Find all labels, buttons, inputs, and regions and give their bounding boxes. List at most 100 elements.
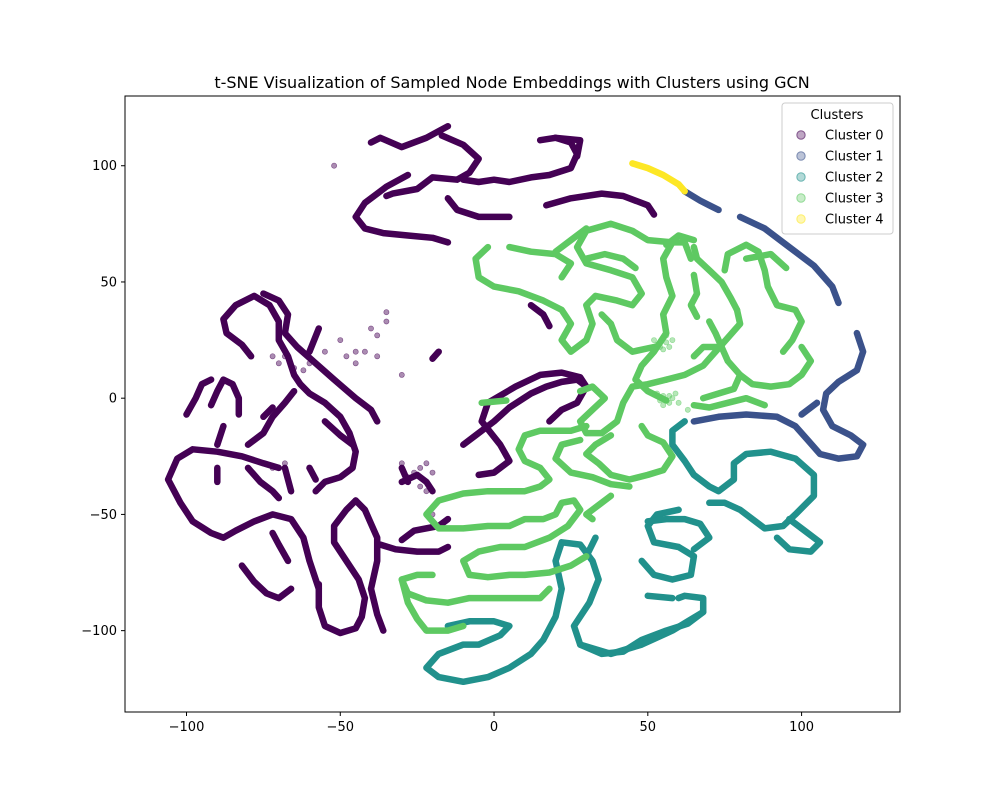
cluster-3-strand (583, 250, 639, 272)
cluster-3-strand (690, 394, 768, 411)
legend-label-cluster-0: Cluster 0 (825, 129, 884, 144)
cluster-3-strand (506, 243, 575, 281)
cluster-0-strand (543, 190, 658, 218)
cluster-3-strand (552, 225, 590, 255)
cluster-0-point (352, 348, 359, 355)
cluster-3-point (657, 397, 663, 404)
x-tick-label: 100 (789, 720, 814, 735)
cluster-0-strand (306, 325, 323, 355)
legend-label-cluster-2: Cluster 2 (825, 171, 884, 186)
cluster-0-point (383, 318, 390, 325)
series-cluster-3 (398, 220, 815, 634)
legend-box (781, 102, 894, 235)
legend-label-cluster-1: Cluster 1 (825, 150, 884, 165)
cluster-0-strand (260, 404, 276, 421)
cluster-0-strand (444, 195, 513, 221)
cluster-3-point (669, 337, 676, 343)
cluster-0-point (374, 353, 381, 360)
series-cluster-4 (629, 160, 688, 195)
y-axis: −100 −50 0 50 100 (81, 159, 125, 639)
cluster-0-strand (207, 376, 243, 418)
cluster-0-strand (460, 376, 590, 448)
cluster-0-strand (164, 446, 323, 593)
legend-label-cluster-4: Cluster 4 (825, 213, 884, 228)
chart-title: t-SNE Visualization of Sampled Node Embe… (214, 73, 809, 92)
cluster-0-point (361, 348, 368, 355)
cluster-2-strand (423, 539, 707, 686)
cluster-3-strand (583, 492, 615, 523)
cluster-0-point (300, 367, 307, 374)
cluster-0-strand (183, 376, 215, 418)
cluster-3-strand (423, 422, 590, 581)
cluster-0-point (417, 483, 424, 490)
cluster-3-strand (699, 371, 744, 402)
cluster-3-strand (478, 397, 510, 407)
cluster-0-point (291, 365, 297, 371)
cluster-3-strand (398, 576, 467, 634)
y-tick-label: −100 (81, 624, 117, 639)
plot-area (164, 122, 867, 686)
cluster-3-strand (583, 422, 676, 483)
cluster-0-strand (306, 464, 319, 483)
cluster-0-point (423, 460, 430, 467)
cluster-3-strand (472, 220, 695, 355)
cluster-2-strand (644, 592, 676, 602)
y-tick-label: 100 (92, 159, 117, 174)
cluster-3-strand (663, 306, 744, 383)
series-cluster-1 (681, 188, 867, 462)
cluster-3-strand (742, 250, 790, 272)
cluster-2-strand (669, 418, 818, 532)
cluster-3-point (651, 337, 657, 343)
cluster-3-point (660, 392, 667, 399)
cluster-3-point (666, 344, 673, 350)
cluster-0-strand (398, 515, 452, 544)
cluster-0-strand (244, 387, 298, 448)
cluster-0-strand (214, 422, 227, 448)
cluster-3-point (654, 390, 660, 397)
cluster-0-point (269, 353, 276, 360)
cluster-0-strand (281, 464, 295, 495)
cluster-0-point (417, 464, 424, 471)
series-cluster-2 (423, 418, 824, 686)
cluster-0-point (411, 469, 417, 476)
cluster-0-strand (475, 369, 590, 479)
cluster-0-point (429, 469, 436, 476)
cluster-0-strand (315, 497, 369, 637)
cluster-3-point (669, 395, 676, 402)
cluster-3-point (654, 341, 660, 348)
cluster-0-point (337, 337, 344, 343)
cluster-0-point (352, 360, 359, 367)
cluster-3-strand (598, 311, 658, 355)
plot-frame (124, 95, 901, 713)
cluster-1-strand (736, 213, 842, 307)
cluster-0-strand (244, 464, 283, 502)
y-tick-label: −50 (90, 508, 117, 523)
cluster-2-strand (644, 515, 713, 553)
cluster-1-strand (798, 399, 821, 418)
cluster-0-strand (260, 290, 381, 425)
cluster-3-point (663, 332, 670, 339)
cluster-3-point (672, 390, 679, 397)
cluster-0-point (398, 460, 405, 467)
y-tick-label: 50 (100, 275, 117, 290)
cluster-0-strand (383, 132, 482, 200)
legend-marker-cluster-2 (796, 172, 806, 182)
cluster-3-strand (576, 376, 670, 437)
legend-label-cluster-3: Cluster 3 (825, 192, 884, 207)
x-tick-label: 50 (640, 720, 657, 735)
cluster-0-point (331, 162, 337, 169)
cluster-4-strand (629, 160, 688, 195)
cluster-0-point (383, 309, 390, 316)
cluster-0-point (321, 348, 328, 355)
cluster-0-strand (527, 301, 553, 330)
cluster-0-strand (321, 418, 356, 448)
cluster-0-strand (552, 134, 584, 160)
cluster-2-strand (773, 515, 824, 555)
cluster-3-strand (721, 241, 805, 355)
cluster-0-point (343, 353, 350, 360)
cluster-3-strand (398, 571, 553, 606)
cluster-1-strand (681, 188, 722, 214)
cluster-3-strand (687, 271, 701, 321)
